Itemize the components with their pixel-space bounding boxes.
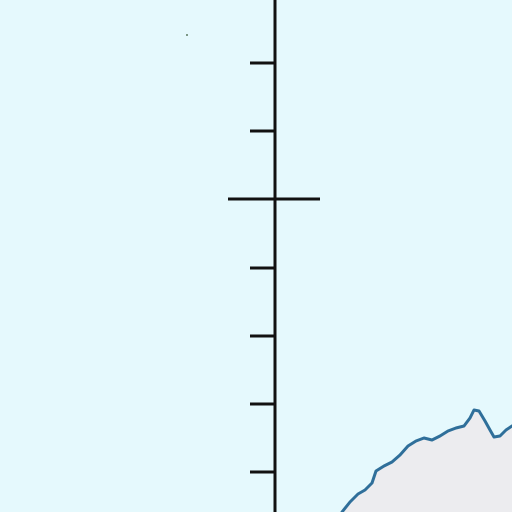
- scale-bar: [228, 0, 320, 512]
- land-area: [342, 410, 512, 512]
- coastline: [340, 408, 512, 512]
- map-speck: [186, 34, 188, 36]
